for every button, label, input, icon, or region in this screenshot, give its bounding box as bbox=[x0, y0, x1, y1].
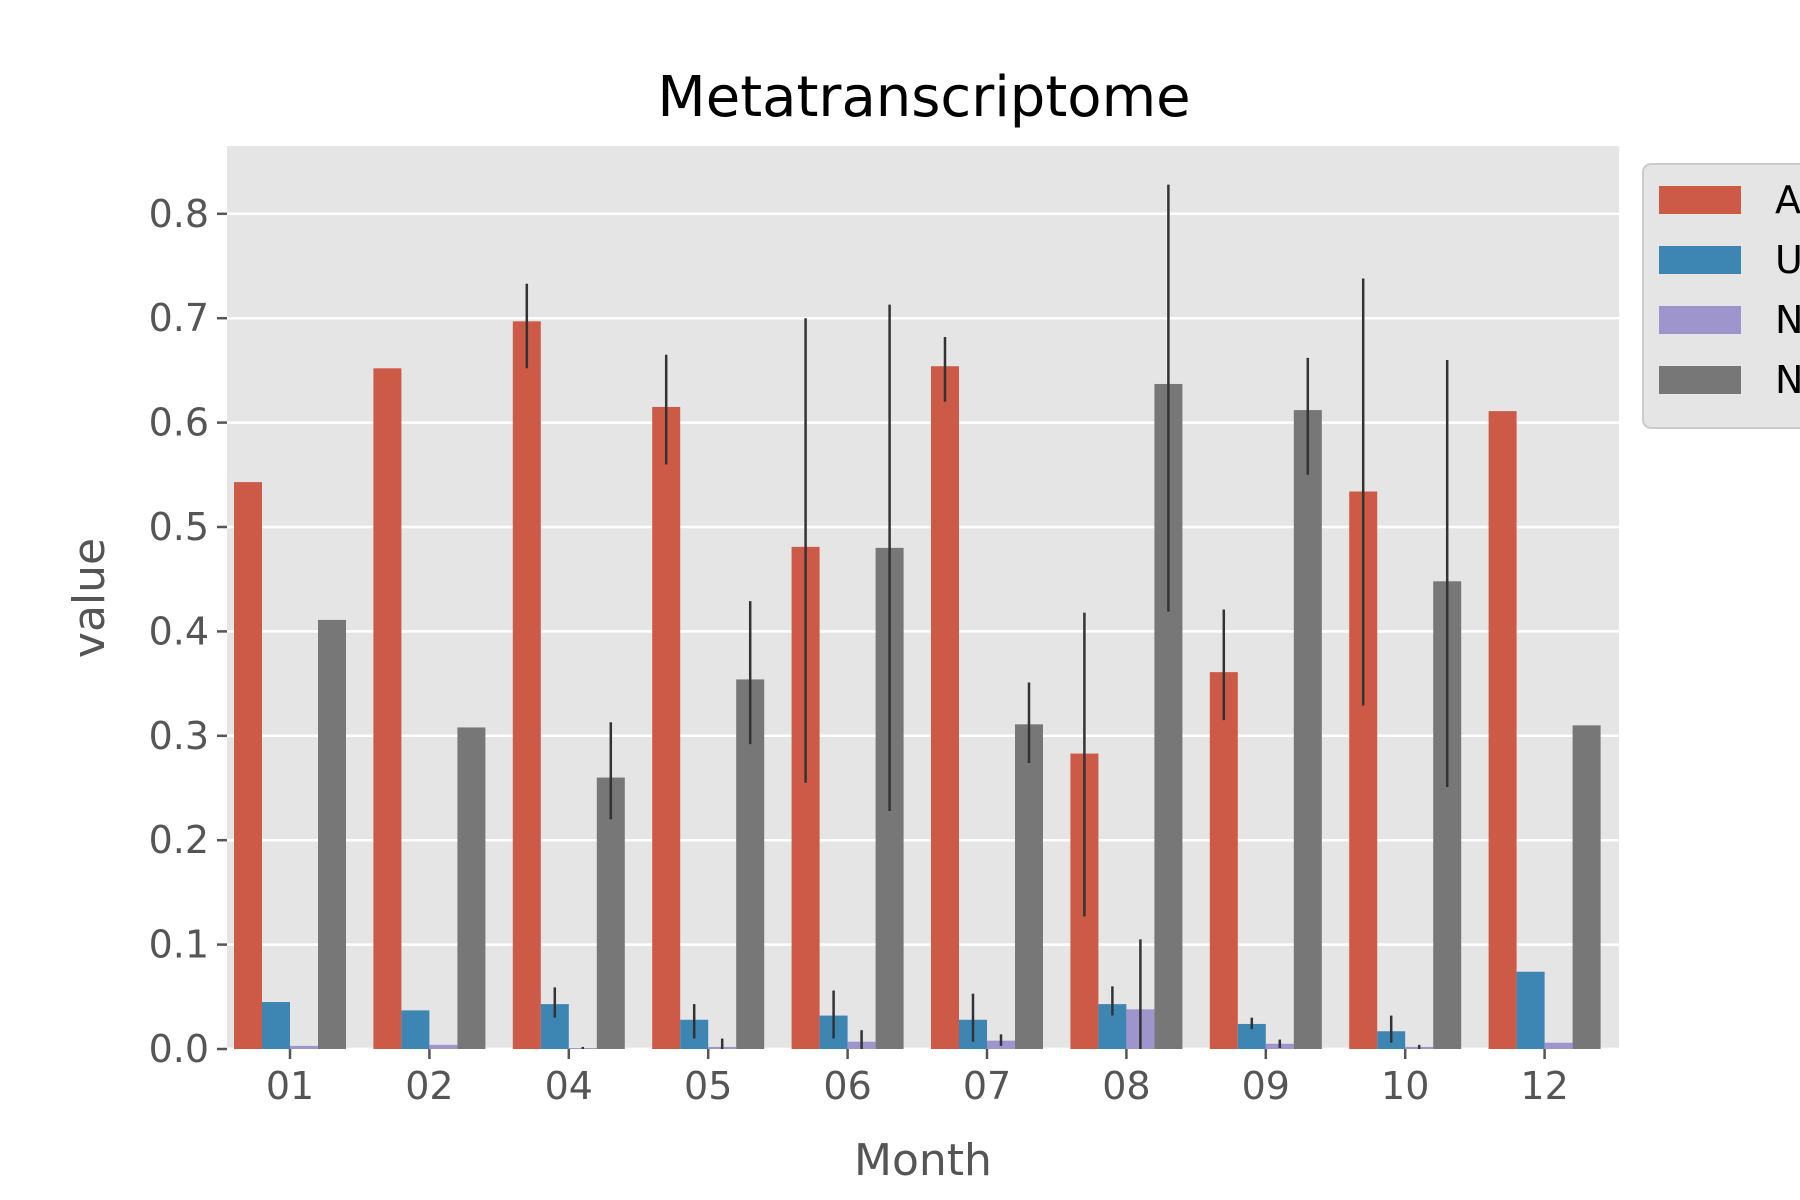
x-tick-label: 05 bbox=[684, 1064, 732, 1108]
y-tick-label: 0.3 bbox=[149, 714, 209, 758]
bar bbox=[401, 1010, 430, 1049]
x-tick-label: 01 bbox=[266, 1064, 314, 1108]
bar bbox=[1572, 725, 1601, 1049]
bar bbox=[512, 321, 541, 1049]
legend-box bbox=[1642, 163, 1800, 429]
x-tick-label: 12 bbox=[1520, 1064, 1568, 1108]
bar bbox=[652, 406, 681, 1049]
legend-label: U bbox=[1775, 238, 1800, 282]
x-tick-label: 08 bbox=[1102, 1064, 1150, 1108]
y-axis-label: value bbox=[64, 538, 115, 658]
bar bbox=[931, 366, 959, 1049]
y-tick-label: 0.6 bbox=[149, 401, 209, 445]
bar bbox=[373, 368, 402, 1049]
legend-swatch bbox=[1659, 186, 1741, 214]
legend-label: N bbox=[1775, 298, 1800, 342]
y-tick-label: 0.7 bbox=[149, 296, 209, 340]
legend-swatch bbox=[1659, 366, 1741, 394]
bar bbox=[1488, 411, 1517, 1050]
bar bbox=[318, 619, 346, 1049]
bar bbox=[1015, 724, 1043, 1049]
chart-title: Metatranscriptome bbox=[657, 65, 1190, 130]
y-tick-label: 0.0 bbox=[149, 1027, 209, 1071]
bar bbox=[262, 1002, 290, 1049]
legend-label: A bbox=[1775, 178, 1800, 222]
legend-label: N bbox=[1775, 358, 1800, 402]
legend-swatch bbox=[1659, 306, 1741, 334]
x-tick-label: 10 bbox=[1381, 1064, 1429, 1108]
plot-area bbox=[227, 146, 1619, 1049]
bars bbox=[234, 321, 1601, 1050]
y-tick-label: 0.2 bbox=[149, 818, 209, 862]
error-bars bbox=[525, 184, 1449, 1049]
bar bbox=[1293, 410, 1322, 1049]
x-tick-label: 09 bbox=[1242, 1064, 1290, 1108]
x-tick-label: 07 bbox=[963, 1064, 1011, 1108]
bar bbox=[234, 482, 262, 1049]
x-axis-label: Month bbox=[854, 1135, 992, 1186]
bar bbox=[596, 777, 625, 1049]
axes: 0.0 0.1 0.2 0.3 0.4 0.5 0.6 0.7 0.8 01 02 04 05 06 07 0… bbox=[149, 192, 1569, 1108]
legend-swatch bbox=[1659, 246, 1741, 274]
y-tick-label: 0.5 bbox=[149, 505, 209, 549]
bar bbox=[1516, 971, 1545, 1049]
bar bbox=[429, 1044, 458, 1049]
bar bbox=[457, 727, 486, 1049]
bar bbox=[1544, 1042, 1573, 1049]
y-tick-label: 0.1 bbox=[149, 923, 209, 967]
x-tick-label: 04 bbox=[545, 1064, 593, 1108]
bar bbox=[290, 1045, 318, 1049]
x-tick-label: 06 bbox=[823, 1064, 871, 1108]
x-tick-label: 02 bbox=[405, 1064, 453, 1108]
bar bbox=[1209, 672, 1238, 1049]
y-tick-label: 0.4 bbox=[149, 609, 209, 653]
y-tick-label: 0.8 bbox=[149, 192, 209, 236]
